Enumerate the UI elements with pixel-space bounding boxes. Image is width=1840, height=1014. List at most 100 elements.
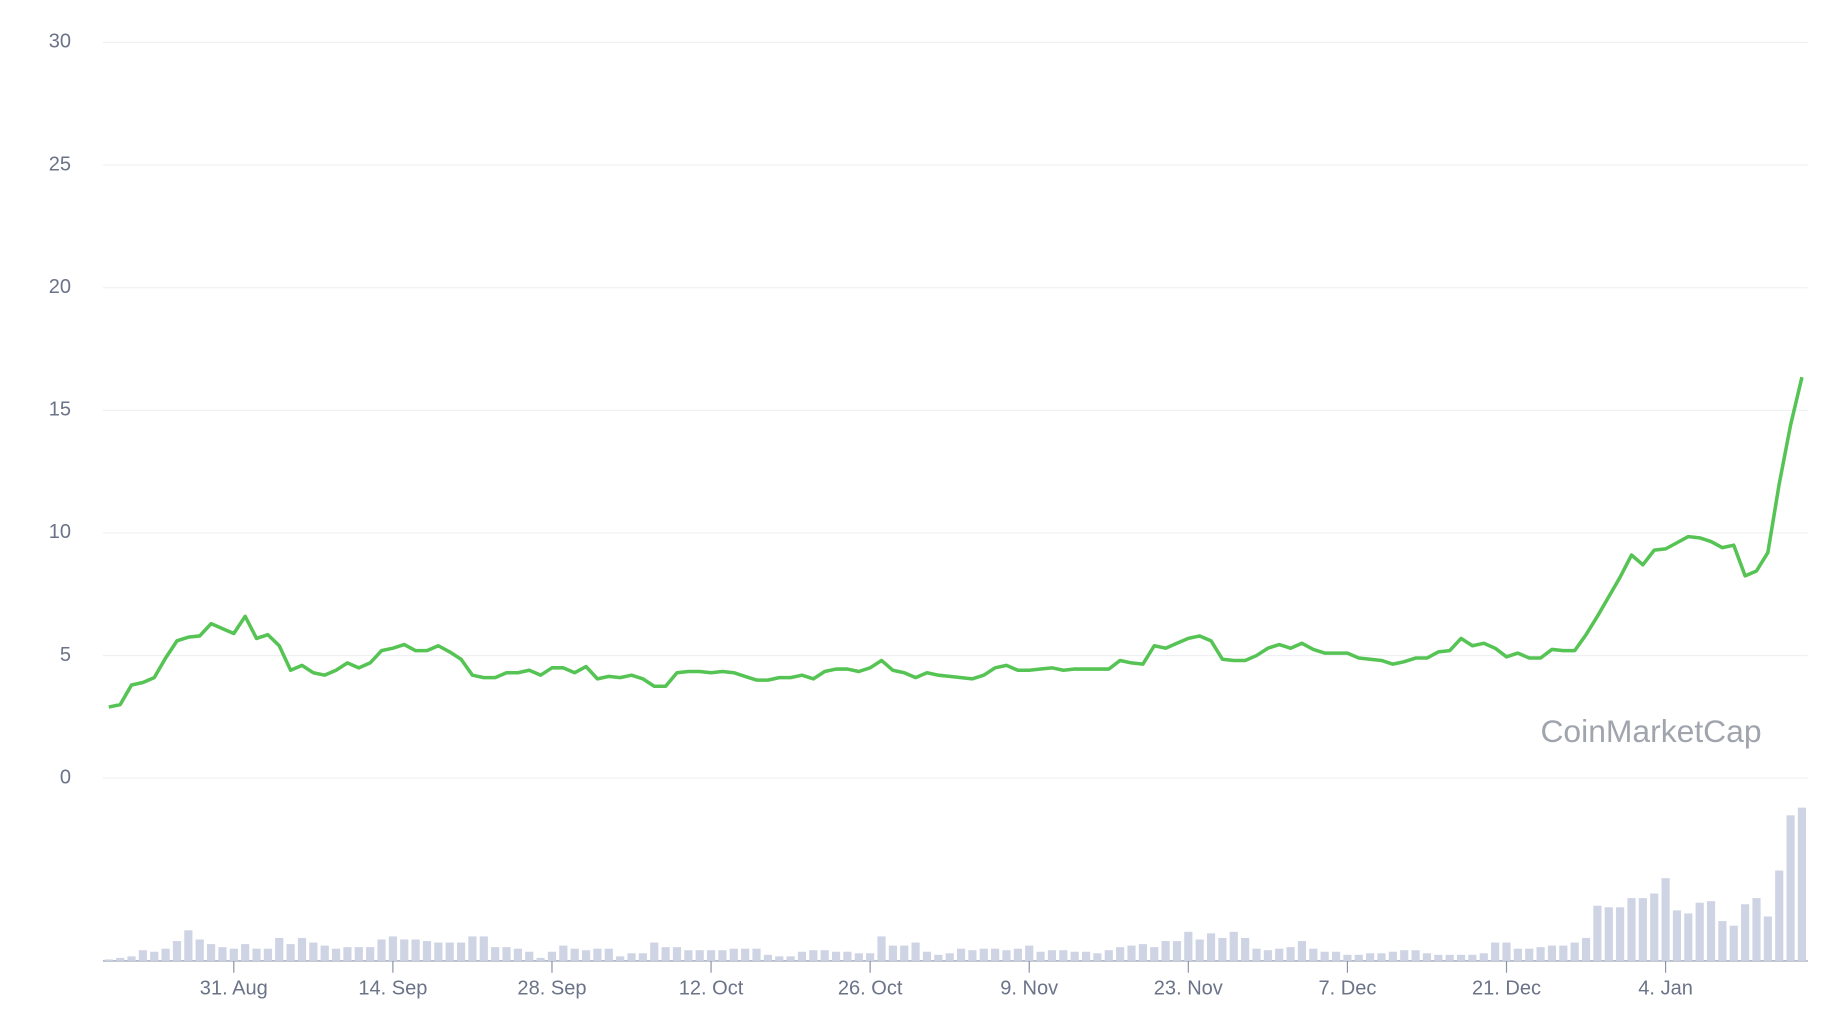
volume-bar [581,950,591,961]
volume-bar [1343,954,1352,961]
volume-bar [1081,951,1091,961]
volume-bar [900,945,909,961]
volume-bar [104,959,113,961]
volume-bar [1172,941,1182,961]
volume-bar [888,945,897,961]
volume-bar [1525,948,1534,961]
volume-bar [1036,951,1045,961]
volume-bar [991,948,1000,961]
volume-bar [695,950,704,961]
volume-bar [241,944,250,961]
volume-bar [820,950,829,961]
volume-bar [911,942,920,961]
volume-bar [1513,948,1522,961]
y-tick-label: 15 [49,399,71,421]
volume-bar [1047,950,1057,961]
volume-bar [1320,951,1329,961]
volume-bar [1445,954,1454,961]
volume-bar [502,947,511,961]
volume-bar [320,945,329,961]
volume-bar [116,957,125,961]
volume-bar [1241,937,1250,961]
volume-bar [763,954,772,961]
volume-bar [411,939,420,961]
volume-bar [184,930,193,961]
volume-bar [150,951,159,961]
volume-bar [1718,921,1727,961]
volume-bar [1366,953,1375,961]
volume-bar [161,948,170,961]
volume-bar [1184,931,1193,961]
volume-bar [1218,937,1227,961]
volume-bar [1797,807,1807,961]
volume-bar [809,950,818,961]
volume-bar [1138,944,1147,961]
volume-bar [877,936,886,961]
volume-bar [1786,815,1795,961]
volume-bar [1604,907,1613,961]
volume-bar [1093,953,1102,961]
volume-bar [1706,901,1716,961]
volume-bar [1627,898,1636,961]
volume-bar [1206,933,1216,961]
x-tick-label: 9. Nov [1000,978,1058,1000]
volume-bar [638,953,647,961]
x-tick-label: 31. Aug [200,978,268,1000]
volume-bar [1695,902,1704,961]
volume-bar [127,956,136,961]
volume-bar [206,944,216,961]
volume-bar [1638,898,1647,961]
volume-bar [1286,947,1295,961]
price-line [108,376,1804,709]
volume-bar [1752,898,1761,961]
volume-bar [1729,925,1738,961]
volume-bar [650,942,659,961]
volume-bar [968,950,977,961]
volume-bar [1377,953,1386,961]
volume-bar [1650,893,1659,961]
volume-bar [252,948,261,961]
volume-bar [593,948,602,961]
volume-bar [1616,907,1625,961]
volume-bar [309,942,318,961]
volume-bar [354,947,363,961]
volume-bar [1025,945,1034,961]
volume-bar [263,948,272,961]
volume-bar [945,953,954,961]
volume-bar [275,937,284,961]
volume-bar [1491,942,1500,961]
x-tick-label: 23. Nov [1154,978,1223,1000]
volume-bar [1684,913,1693,961]
volume-bar [513,948,522,961]
x-tick-label: 7. Dec [1318,978,1376,1000]
volume-bar [752,948,761,961]
volume-bar [741,948,750,961]
volume-bar [525,951,534,961]
volume-bar [377,939,386,961]
volume-bar [775,956,784,961]
volume-bar [1570,942,1579,961]
volume-bar [854,953,863,961]
volume-bar [1229,931,1238,961]
volume-bar [1354,954,1363,961]
volume-bar [786,956,795,961]
volume-bar [491,947,500,961]
volume-bar [536,957,545,961]
volume-bar [400,939,409,961]
volume-bar [843,951,852,961]
volume-bar [1252,948,1261,961]
y-tick-label: 5 [60,644,71,666]
volume-bar [979,948,988,961]
watermark: CoinMarketCap [1540,713,1761,749]
volume-bar [434,942,443,961]
volume-bar [1116,947,1125,961]
volume-bar [229,948,238,961]
volume-bar [1275,948,1284,961]
y-tick-label: 25 [49,153,71,175]
volume-bar [1479,953,1488,961]
volume-bar [331,948,341,961]
volume-bar [616,956,625,961]
volume-bar [388,936,397,961]
x-tick-label: 12. Oct [679,978,744,1000]
